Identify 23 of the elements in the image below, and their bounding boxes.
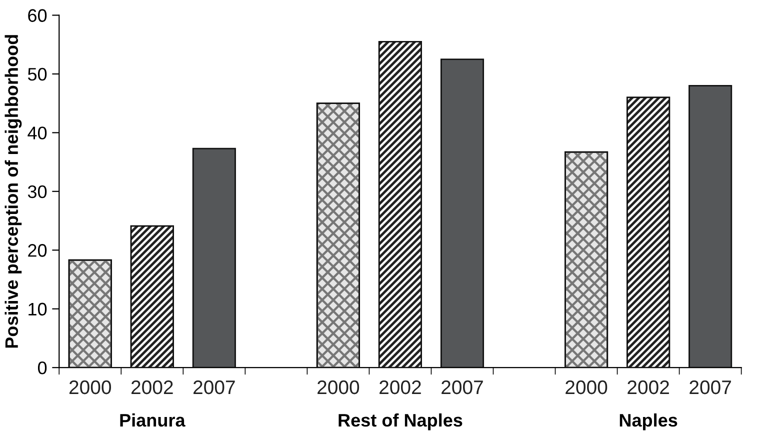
series-label: 2000 [69,380,112,394]
x-tick-label: Pianura [120,413,186,427]
bar [440,58,484,368]
text: 2007 [442,380,483,394]
bar [688,85,732,368]
text: 2000 [318,380,360,394]
y-axis-title: Positive perception of neighborhood [4,35,22,348]
y-tick-label: 10 [28,302,47,316]
y-tick-label: 20 [28,244,47,257]
y-tick-label: 40 [28,126,47,140]
y-tick-label: 60 [28,9,47,22]
y-tick-label: 30 [28,185,47,198]
x-tick-label: Rest of Naples [338,413,462,430]
text: 2002 [628,380,669,394]
y-tick-label: 50 [28,68,47,81]
y-tick-label: 0 [38,362,47,374]
text: 2002 [380,380,421,394]
text: 2000 [566,380,608,394]
bar [192,148,236,368]
series-label: 2007 [194,380,235,394]
x-tick-label: Naples [620,413,678,430]
series-label: 2002 [132,380,173,394]
text: 2007 [690,380,731,394]
